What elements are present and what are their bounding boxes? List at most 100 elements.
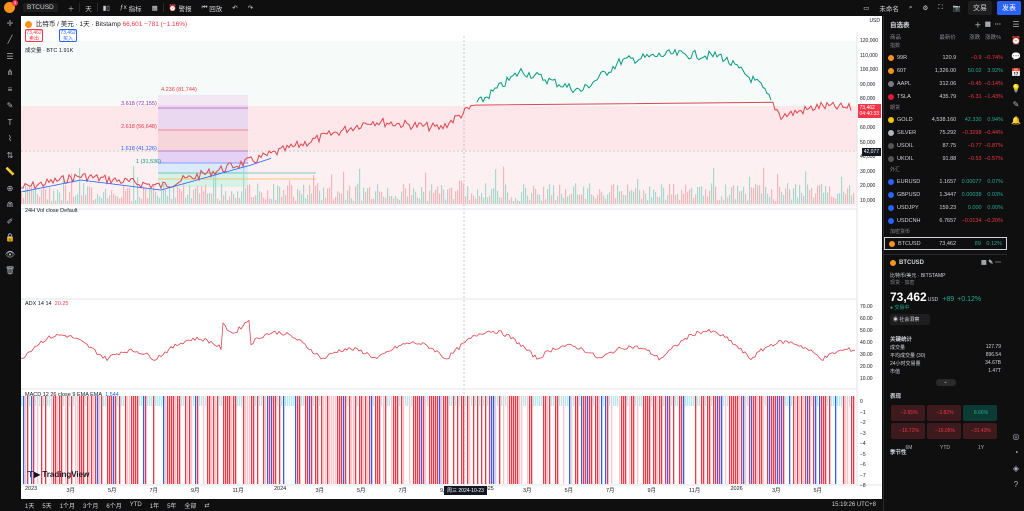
perf-cell[interactable]: −16.72% 6M	[891, 423, 925, 451]
range-1m[interactable]: 1个月	[59, 503, 76, 510]
perf-cell[interactable]: −3.82%1M	[927, 405, 961, 433]
chat-icon[interactable]: 💬	[1011, 51, 1021, 61]
watchlist-row[interactable]: USOIL 87.75 −0.77 −0.87%	[884, 139, 1007, 152]
perf-cell[interactable]: −31.43% 1Y	[963, 423, 997, 451]
watchlist-row[interactable]: USDCNH 6.7657 −0.0134 −0.20%	[884, 214, 1007, 227]
adx-axis[interactable]: 70.00 60.00 50.00 40.00 30.00 20.00 10.00	[857, 299, 882, 389]
lock-icon[interactable]: 🔒	[5, 233, 15, 243]
watchlist-row[interactable]: EURUSD 1.1657 0.00077 0.07%	[884, 175, 1007, 188]
trade-button[interactable]: 交易	[968, 0, 992, 15]
range-5y[interactable]: 5年	[167, 503, 177, 510]
replay-button[interactable]: ⏮ 回放	[197, 0, 228, 15]
eye-icon[interactable]: 👁	[4, 249, 16, 259]
range-all[interactable]: 全部	[184, 503, 197, 510]
snapshot-icon[interactable]: 📷	[952, 4, 961, 12]
volume-bar	[455, 191, 457, 204]
notifications-icon[interactable]: 🔔	[1011, 115, 1021, 125]
alert-button[interactable]: ⏰ 警报	[164, 0, 197, 15]
col-symbol[interactable]: 商品	[890, 34, 902, 41]
clock[interactable]: 15:19:26 UTC+8	[831, 502, 876, 508]
perf-cell[interactable]: −16.05% YTD	[927, 423, 961, 451]
calendar-icon[interactable]: 📅	[1011, 67, 1021, 77]
macd-axis[interactable]: 0 −1 −2 −3 −4 −5 −6 −7 −8	[857, 389, 882, 489]
macd-bar	[103, 396, 105, 406]
fullscreen-icon[interactable]: ⛶	[938, 3, 943, 11]
col-pct[interactable]: 涨跌%	[985, 34, 1001, 41]
layout-icon[interactable]: ▭	[863, 4, 870, 12]
watchlist-row[interactable]: 60T 1,326.00 50.02 3.92%	[884, 64, 1007, 77]
help-icon[interactable]: ?	[1013, 479, 1019, 489]
candles-icon[interactable]: ▮▯	[102, 4, 110, 12]
watchlist-section[interactable]: 外汇	[890, 167, 901, 173]
watchlist-icon[interactable]: ☰	[1012, 19, 1020, 29]
horizontal-lines-icon[interactable]: ☰	[6, 51, 14, 61]
detail-symbol[interactable]: BTCUSD	[899, 259, 924, 266]
trend-line-icon[interactable]: ╱	[7, 35, 13, 45]
watchlist-row[interactable]: TSLA 435.79 −6.31 −1.43%	[884, 90, 1007, 103]
add-symbol-icon[interactable]: ＋	[974, 22, 985, 29]
redo-icon[interactable]: ↷	[247, 4, 254, 12]
indicators-button[interactable]: ƒx 指标	[115, 0, 147, 15]
notes-icon[interactable]: ✎	[1012, 99, 1020, 109]
pattern-icon[interactable]: ⌇	[8, 134, 12, 144]
watchlist-row[interactable]: 99R 120.9 −0.9 −0.74%	[884, 51, 1007, 64]
range-ytd[interactable]: YTD	[129, 502, 142, 508]
lock-drawing-icon[interactable]: ✐	[6, 216, 14, 226]
templates-icon[interactable]: ▦	[151, 4, 158, 12]
watchlist-row[interactable]: AAPL 312.06 −0.45 −0.14%	[884, 77, 1007, 90]
settings-icon[interactable]: ⚙	[922, 4, 929, 12]
layout-name[interactable]: 未命名	[879, 5, 899, 13]
alerts-icon[interactable]: ⏰	[1011, 35, 1021, 45]
undo-icon[interactable]: ↶	[232, 4, 238, 12]
perf-cell[interactable]: 8.66%3M	[963, 405, 997, 433]
prediction-icon[interactable]: ⇅	[6, 150, 14, 160]
range-1y[interactable]: 1年	[149, 503, 160, 510]
layout-icon[interactable]: ▦	[984, 21, 995, 28]
col-chg[interactable]: 涨跌	[969, 34, 981, 41]
pulse-icon[interactable]: ◔	[1013, 447, 1019, 457]
watchlist-row[interactable]: USDJPY 159.23 0.000 0.00%	[884, 201, 1007, 214]
watchlist-row[interactable]: BTCUSD 73,462 89 0.12%	[884, 237, 1007, 250]
date-range-icon[interactable]: ⇄	[204, 502, 210, 509]
ideas-icon[interactable]: 💡	[1011, 83, 1021, 93]
watchlist-row[interactable]: GBPUSD 1.3447 0.00038 0.03%	[884, 188, 1007, 201]
range-6m[interactable]: 6个月	[106, 503, 122, 510]
quick-search-icon[interactable]: ⌕	[908, 3, 913, 11]
ruler-icon[interactable]: 📏	[5, 167, 15, 177]
layers-icon[interactable]: ◈	[1012, 463, 1020, 473]
zoom-in-icon[interactable]: ⊕	[6, 183, 14, 193]
macd-bar	[59, 396, 61, 484]
publish-button[interactable]: 发表	[997, 0, 1021, 15]
more-icon[interactable]: ⋯	[994, 21, 1002, 28]
col-last[interactable]: 最新价	[939, 34, 956, 41]
watchlist-section[interactable]: 期货	[890, 105, 901, 111]
text-icon[interactable]: T	[7, 117, 13, 127]
detail-actions-icon[interactable]: ▦ ✎ ⋯	[980, 260, 1001, 266]
pitchfork-icon[interactable]: ⋔	[6, 68, 14, 78]
fib-icon[interactable]: ≡	[7, 84, 13, 94]
interval-button[interactable]: 天	[85, 5, 92, 13]
watchlist-row[interactable]: GOLD 4,538.160 42.330 0.94%	[884, 113, 1007, 126]
watchlist-title[interactable]: 自选表	[890, 22, 910, 29]
magnet-icon[interactable]: ⋒	[6, 200, 14, 210]
add-symbol-icon[interactable]: ＋	[67, 5, 75, 13]
brush-icon[interactable]: ✎	[6, 101, 14, 111]
expand-stats-button[interactable]: ⌄	[935, 379, 956, 386]
target-icon[interactable]: ◎	[1012, 431, 1020, 441]
trash-icon[interactable]: 🗑	[4, 266, 16, 276]
range-5d[interactable]: 5天	[42, 503, 52, 510]
range-1d[interactable]: 1天	[25, 503, 35, 510]
chart-area[interactable]: 比特币 / 美元 · 1天 · Bitstamp 66,601 −781 (−1…	[21, 16, 882, 499]
news-button[interactable]: ◉ 社会洞察	[890, 314, 930, 325]
symbol-search[interactable]: BTCUSD	[23, 3, 58, 12]
buy-button[interactable]: 73,462 买入	[59, 29, 77, 42]
watchlist-row[interactable]: UKOIL 91.88 −0.53 −0.57%	[884, 152, 1007, 165]
watchlist-row[interactable]: SILVER 75.292 −0.3298 −0.44%	[884, 126, 1007, 139]
perf-cell[interactable]: −2.65%1W	[891, 405, 925, 433]
watchlist-section[interactable]: 加密货币	[890, 229, 911, 235]
user-avatar[interactable]: 3	[4, 0, 18, 13]
crosshair-icon[interactable]: ✛	[6, 18, 14, 28]
sell-button[interactable]: 73,462 卖出	[25, 29, 43, 42]
watchlist-section[interactable]: 指数	[890, 43, 901, 49]
range-3m[interactable]: 3个月	[83, 503, 99, 510]
